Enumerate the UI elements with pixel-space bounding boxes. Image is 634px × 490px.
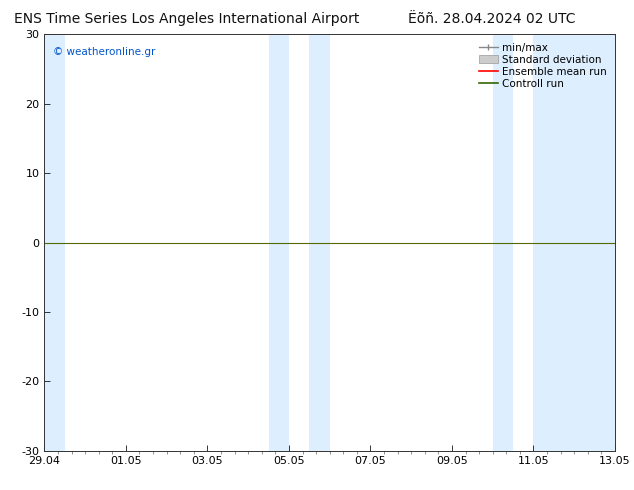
Text: ENS Time Series Los Angeles International Airport: ENS Time Series Los Angeles Internationa…: [15, 12, 359, 26]
Bar: [309, 34, 330, 451]
Bar: [533, 34, 615, 451]
Bar: [269, 34, 289, 451]
Legend: min/max, Standard deviation, Ensemble mean run, Controll run: min/max, Standard deviation, Ensemble me…: [476, 40, 610, 92]
Text: Ëõñ. 28.04.2024 02 UTC: Ëõñ. 28.04.2024 02 UTC: [408, 12, 575, 26]
Bar: [493, 34, 513, 451]
Bar: [44, 34, 65, 451]
Text: © weatheronline.gr: © weatheronline.gr: [53, 47, 155, 57]
